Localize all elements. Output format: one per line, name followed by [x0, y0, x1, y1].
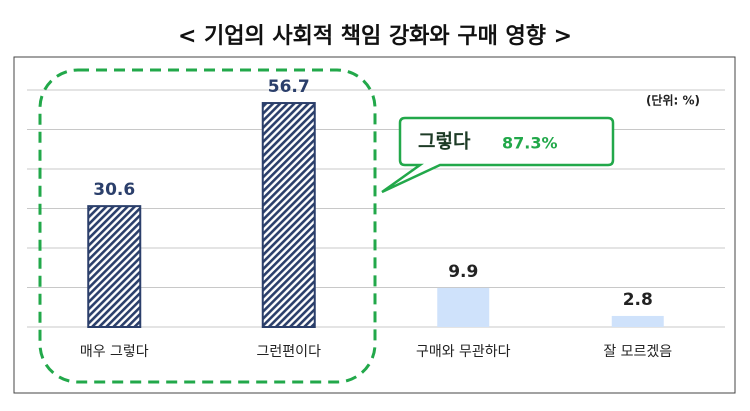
frame [13, 56, 736, 394]
chart-title: < 기업의 사회적 책임 강화와 구매 영향 > [178, 24, 572, 49]
callout-text: 그렇다 [418, 131, 471, 153]
unit-label: (단위: %) [646, 93, 700, 108]
callout-box [381, 116, 615, 194]
value-label: 30.6 [93, 180, 135, 200]
bar [87, 205, 142, 329]
group-highlight [38, 68, 377, 384]
bar [437, 287, 490, 327]
bar [261, 102, 316, 328]
x-tick-label: 잘 모르겠음 [603, 344, 672, 360]
x-tick-label: 그런편이다 [257, 344, 322, 360]
x-tick-label: 구매와 무관하다 [416, 344, 511, 360]
value-label: 56.7 [268, 77, 310, 97]
value-label: 2.8 [623, 290, 653, 310]
bar [611, 315, 664, 327]
x-tick-label: 매우 그렇다 [80, 344, 149, 360]
value-label: 9.9 [448, 262, 478, 282]
callout-value: 87.3% [502, 134, 558, 153]
